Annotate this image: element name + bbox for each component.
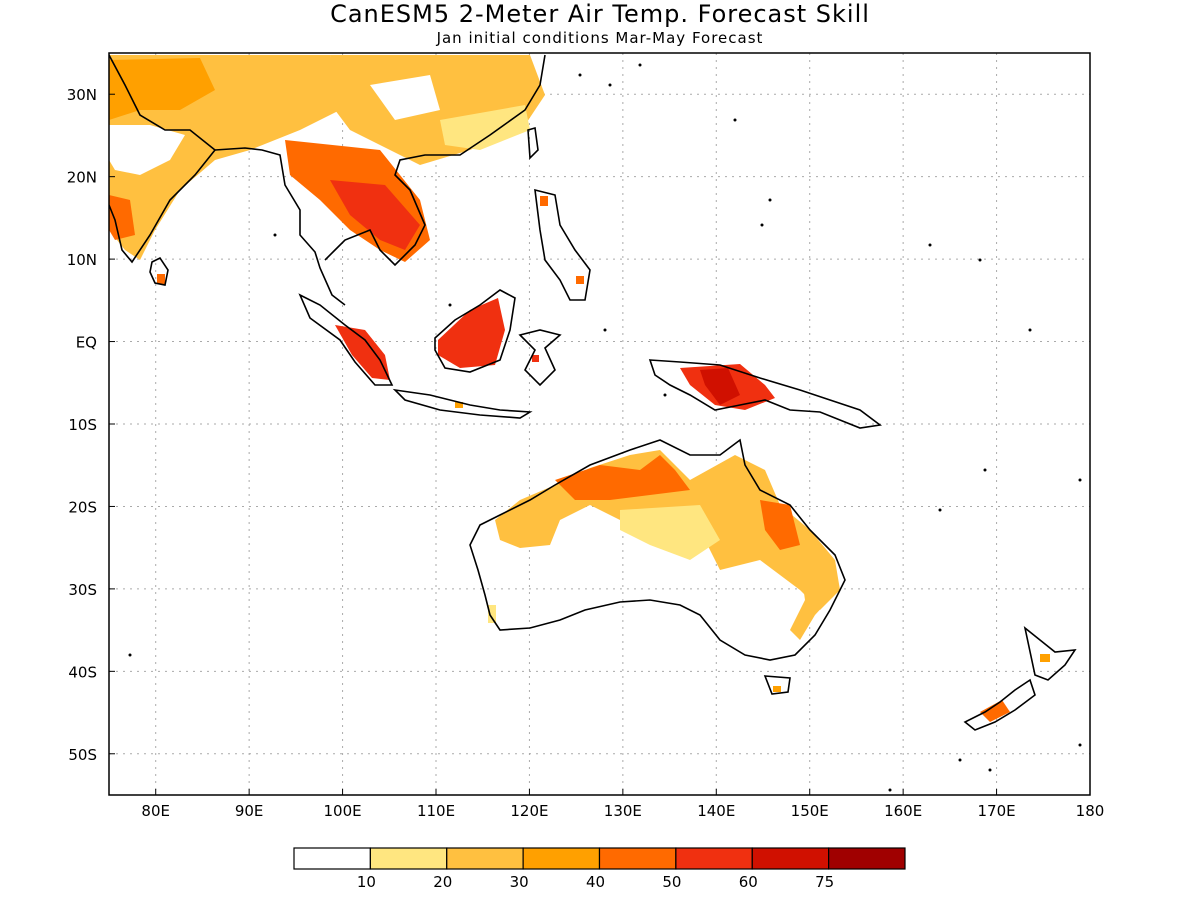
x-tick-label: 90E [235,802,264,820]
skill-region-australia-sw [488,605,496,623]
y-tick-label: 20S [68,498,97,516]
coast-java [392,388,533,419]
x-tick-label: 140E [697,802,735,820]
colorbar-label: 30 [510,873,529,891]
colorbar-swatch [522,847,601,870]
skill-region-mindanao [576,276,584,284]
colorbar-swatch [751,847,830,870]
colorbar-swatch [598,847,677,870]
axes: 80E 90E 100E 110E 120E 130E 140E 150E 160E 170E 18… [67,86,1105,820]
skill-region-new-guinea-core [700,368,740,405]
coastlines [109,54,1077,731]
islands [128,63,1082,792]
coast-philippines [534,188,591,301]
colorbar-label: 75 [815,873,834,891]
x-tick-label: 180 [1076,802,1105,820]
colorbar-swatch [828,847,906,870]
skill-region-australia-light [620,505,720,560]
y-tick-label: EQ [76,334,97,352]
colorbar-swatch [369,847,448,870]
coast-nz-north [1023,625,1077,681]
x-tick-label: 170E [978,802,1016,820]
skill-region-nz-south [980,700,1010,722]
coast-nz-south [963,678,1036,731]
skill-region-borneo [438,298,505,368]
map-title: CanESM5 2-Meter Air Temp. Forecast Skill [330,0,870,28]
y-tick-label: 10S [68,416,97,434]
coast-sri-lanka [149,256,169,286]
coast-sumatra [298,293,394,386]
skill-region-australia-top [555,455,690,500]
map-subtitle: Jan initial conditions Mar-May Forecast [436,29,764,47]
y-tick-label: 30S [68,581,97,599]
skill-region-luzon [540,196,548,206]
y-tick-label: 50S [68,746,97,764]
coast-asia [109,54,217,264]
coast-australia [469,438,846,661]
skill-region-australia-east [760,500,800,550]
coast-indochina [324,54,546,267]
colorbar-swatch [675,847,753,870]
coast-new-guinea [648,359,883,429]
coast-bay-of-bengal [214,147,346,306]
y-tick-label: 10N [67,251,97,269]
skill-region-china-light [440,105,530,150]
coast-borneo [434,289,516,373]
colorbar: 10 20 30 40 50 60 75 [293,847,906,891]
coast-sulawesi [518,329,562,387]
coast-tasmania [763,675,791,695]
colorbar-label: 60 [739,873,758,891]
x-tick-label: 160E [884,802,922,820]
y-tick-label: 40S [68,663,97,681]
skill-region-java [455,402,463,408]
skill-region-sri-lanka [157,274,165,284]
skill-region-australia-se [790,560,838,640]
y-tick-label: 20N [67,169,97,187]
x-tick-label: 80E [141,802,170,820]
colorbar-label: 50 [662,873,681,891]
skill-region-india-white [109,125,185,175]
x-tick-label: 150E [791,802,829,820]
skill-shading [109,55,1050,722]
skill-region-china-white [370,75,440,120]
colorbar-swatch [446,847,524,870]
coast-taiwan [527,126,539,160]
x-tick-label: 120E [510,802,548,820]
x-tick-label: 100E [324,802,362,820]
y-tick-label: 30N [67,86,97,104]
colorbar-swatch [293,847,371,870]
colorbar-label: 40 [586,873,605,891]
colorbar-label: 20 [433,873,452,891]
colorbar-label: 10 [357,873,376,891]
gridlines [109,53,1090,795]
skill-region-sumatra [335,325,390,380]
x-tick-label: 130E [604,802,642,820]
skill-region-india-west [109,195,135,240]
skill-region-tasmania [773,686,781,692]
skill-region-nz-north [1040,654,1050,662]
skill-region-sulawesi [532,355,539,362]
x-tick-label: 110E [417,802,455,820]
skill-region-indochina-core [330,180,420,250]
